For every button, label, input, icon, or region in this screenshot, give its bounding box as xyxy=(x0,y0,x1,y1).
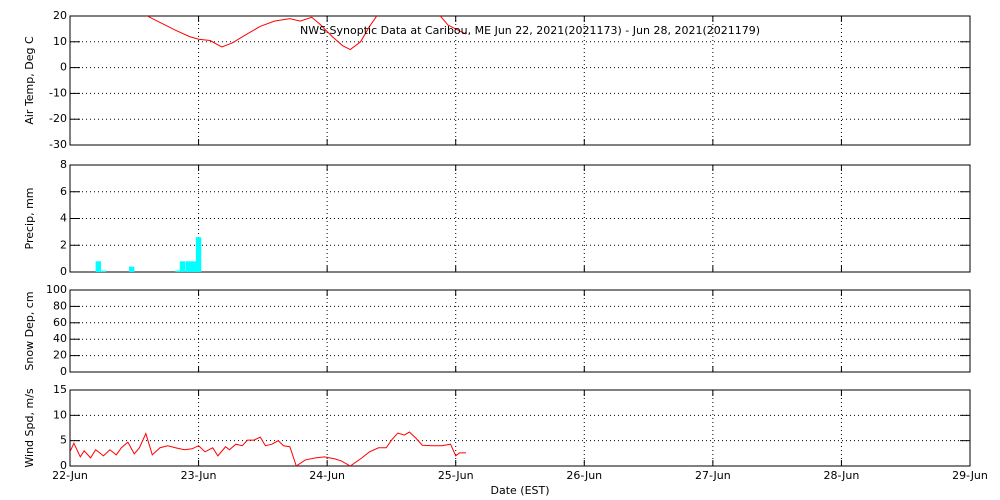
chart-title: NWS Synoptic Data at Caribou, ME Jun 22,… xyxy=(300,24,760,37)
bar xyxy=(195,237,202,272)
bar xyxy=(95,261,101,272)
x-tick-label: 29-Jun xyxy=(952,469,988,482)
x-axis-label: Date (EST) xyxy=(490,484,549,497)
plot-frame xyxy=(69,15,971,146)
plot-frame xyxy=(69,289,971,373)
y-tick-label: 6 xyxy=(60,185,67,198)
x-tick-label: 25-Jun xyxy=(438,469,474,482)
y-tick-label: 20 xyxy=(53,9,67,22)
y-axis-label: Precip, mm xyxy=(23,188,36,250)
y-tick-label: 0 xyxy=(60,459,67,472)
y-tick-label: 60 xyxy=(53,316,67,329)
x-tick-label: 27-Jun xyxy=(695,469,731,482)
x-tick-label: 22-Jun xyxy=(52,469,88,482)
y-tick-label: 5 xyxy=(60,434,67,447)
y-tick-label: 10 xyxy=(53,408,67,421)
plot-frame xyxy=(69,164,971,273)
bar xyxy=(179,261,186,272)
x-tick-label: 28-Jun xyxy=(824,469,860,482)
x-tick-label: 26-Jun xyxy=(566,469,602,482)
bar xyxy=(175,270,181,272)
y-tick-label: 10 xyxy=(53,35,67,48)
y-tick-label: 20 xyxy=(53,349,67,362)
y-tick-label: 0 xyxy=(60,61,67,74)
y-tick-label: 0 xyxy=(60,365,67,378)
y-tick-label: 15 xyxy=(53,383,67,396)
y-axis-label: Snow Dep, cm xyxy=(23,291,36,370)
bar xyxy=(100,270,107,272)
y-tick-label: 4 xyxy=(60,212,67,225)
data-line xyxy=(70,431,466,466)
y-tick-label: 8 xyxy=(60,158,67,171)
y-tick-label: -20 xyxy=(49,112,67,125)
plot-frame xyxy=(69,389,971,467)
bar xyxy=(190,261,197,272)
y-axis-label: Air Temp, Deg C xyxy=(23,36,36,125)
x-tick-label: 23-Jun xyxy=(181,469,217,482)
y-tick-label: -10 xyxy=(49,86,67,99)
y-tick-label: -30 xyxy=(49,138,67,151)
y-tick-label: 2 xyxy=(60,238,67,251)
y-tick-label: 40 xyxy=(53,332,67,345)
y-tick-label: 0 xyxy=(60,265,67,278)
bar xyxy=(129,266,135,272)
y-tick-label: 80 xyxy=(53,299,67,312)
x-tick-label: 24-Jun xyxy=(309,469,345,482)
y-tick-label: 100 xyxy=(46,283,67,296)
data-line xyxy=(146,16,467,51)
bar xyxy=(185,261,191,272)
y-axis-label: Wind Spd, m/s xyxy=(23,388,36,468)
